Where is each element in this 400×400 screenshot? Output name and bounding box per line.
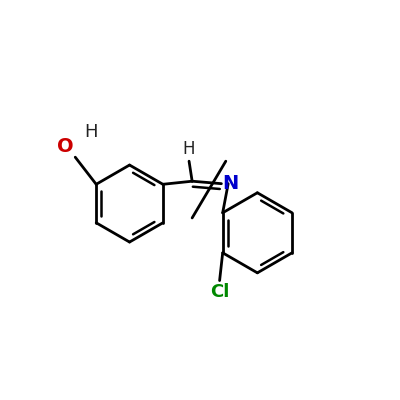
Text: H: H	[84, 123, 98, 141]
Text: H: H	[183, 140, 195, 158]
Text: N: N	[223, 174, 239, 193]
Text: Cl: Cl	[210, 283, 229, 301]
Text: O: O	[57, 137, 74, 156]
